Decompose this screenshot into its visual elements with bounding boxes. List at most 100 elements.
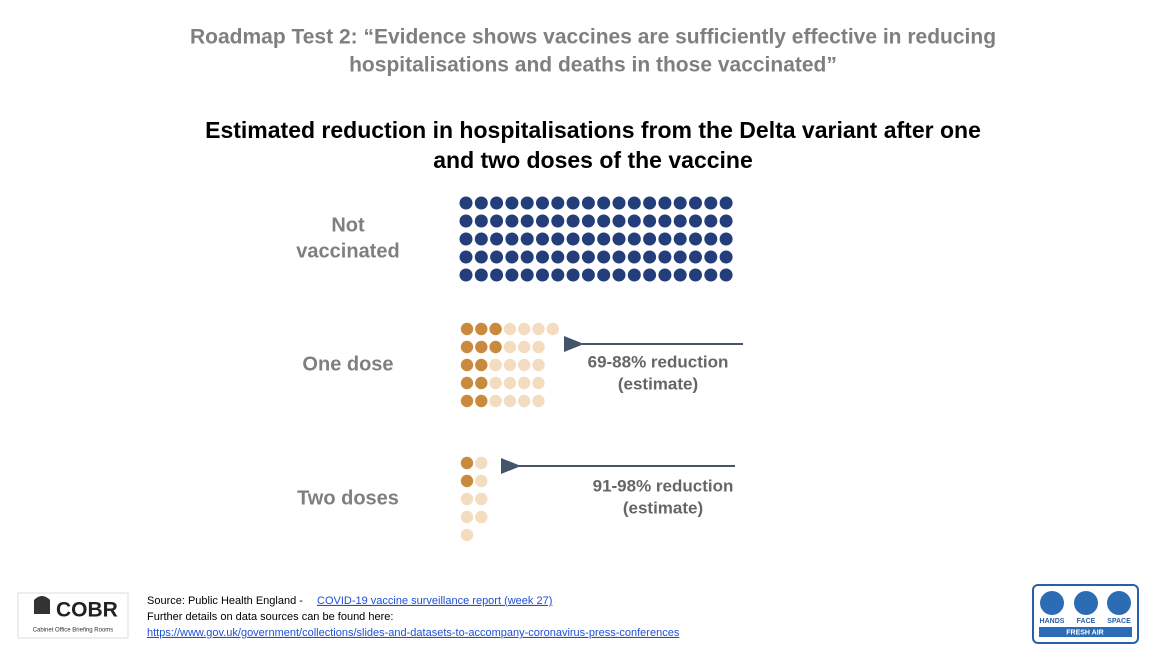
dot-filled <box>627 268 641 282</box>
annotation: 91-98% reduction <box>593 476 734 495</box>
dot-filled <box>597 268 611 282</box>
dot-empty <box>460 510 474 524</box>
dot-filled <box>460 376 474 390</box>
dot-filled <box>627 232 641 246</box>
dot-empty <box>460 492 474 506</box>
dot-filled <box>460 322 474 336</box>
dot-filled <box>551 232 565 246</box>
dot-filled <box>612 214 626 228</box>
dot-filled <box>474 196 488 210</box>
dot-filled <box>643 250 657 264</box>
dot-filled <box>612 268 626 282</box>
dot-filled <box>643 214 657 228</box>
dot-empty <box>475 492 488 506</box>
dot-empty <box>503 394 517 408</box>
title: hospitalisations and deaths in those vac… <box>349 54 837 77</box>
dot-filled <box>566 214 580 228</box>
space-icon <box>1107 591 1131 615</box>
subtitle: Estimated reduction in hospitalisations … <box>205 117 981 143</box>
dot-filled <box>505 232 519 246</box>
dot-empty <box>518 340 531 354</box>
dot-filled <box>612 196 626 210</box>
dot-filled <box>581 196 595 210</box>
dot-filled <box>459 214 473 228</box>
dot-filled <box>536 232 549 246</box>
dot-filled <box>689 232 702 246</box>
dot-filled <box>612 232 626 246</box>
hands-label: HANDS <box>1040 618 1065 625</box>
dot-filled <box>536 250 549 264</box>
dot-empty <box>475 456 488 470</box>
dot-filled <box>459 268 473 282</box>
dot-filled <box>460 474 474 488</box>
dot-filled <box>490 196 504 210</box>
space-label: SPACE <box>1107 618 1131 625</box>
dot-empty <box>503 340 517 354</box>
dot-filled <box>475 322 488 336</box>
dot-filled <box>704 268 718 282</box>
group-label: Not <box>331 214 365 236</box>
dot-filled <box>460 394 474 408</box>
dot-filled <box>460 340 474 354</box>
dot-filled <box>581 214 595 228</box>
dot-filled <box>551 268 565 282</box>
dot-filled <box>474 232 488 246</box>
dot-filled <box>474 214 488 228</box>
dot-filled <box>704 232 718 246</box>
dot-filled <box>597 196 611 210</box>
dot-empty <box>546 322 559 336</box>
dot-filled <box>460 358 474 372</box>
dot-filled <box>459 250 473 264</box>
dot-filled <box>673 214 687 228</box>
dot-empty <box>475 474 488 488</box>
dot-filled <box>490 214 504 228</box>
dot-filled <box>627 250 641 264</box>
dot-filled <box>475 394 488 408</box>
dot-filled <box>490 232 504 246</box>
crest <box>34 596 50 614</box>
dot-filled <box>643 196 657 210</box>
dot-empty <box>532 358 545 372</box>
dot-filled <box>704 214 718 228</box>
dot-filled <box>566 268 580 282</box>
fresh-air-label: FRESH AIR <box>1066 629 1103 636</box>
dot-filled <box>612 250 626 264</box>
dot-filled <box>719 196 733 210</box>
dot-filled <box>689 250 702 264</box>
dot-filled <box>490 268 504 282</box>
dot-filled <box>520 214 534 228</box>
dot-empty <box>518 394 531 408</box>
dot-filled <box>719 214 733 228</box>
dot-empty <box>532 322 545 336</box>
title: Roadmap Test 2: “Evidence shows vaccines… <box>190 26 996 49</box>
dot-filled <box>581 232 595 246</box>
dot-empty <box>460 528 474 542</box>
dot-filled <box>505 250 519 264</box>
dot-filled <box>551 250 565 264</box>
details: Further details on data sources can be f… <box>147 611 393 623</box>
source-link[interactable]: COVID-19 vaccine surveillance report (we… <box>317 595 552 607</box>
dot-empty <box>518 322 531 336</box>
url[interactable]: https://www.gov.uk/government/collection… <box>147 627 680 639</box>
dot-filled <box>627 196 641 210</box>
dot-empty <box>503 358 517 372</box>
dot-filled <box>704 250 718 264</box>
dot-empty <box>532 376 545 390</box>
dot-empty <box>532 340 545 354</box>
annotation: (estimate) <box>618 374 698 393</box>
dot-filled <box>505 268 519 282</box>
dot-filled <box>719 250 733 264</box>
dot-filled <box>627 214 641 228</box>
group-label: Two doses <box>297 487 399 509</box>
dot-filled <box>581 250 595 264</box>
dot-filled <box>520 268 534 282</box>
dot-filled <box>689 214 702 228</box>
dot-filled <box>505 214 519 228</box>
dot-filled <box>658 250 672 264</box>
dot-filled <box>597 214 611 228</box>
dot-filled <box>520 232 534 246</box>
dot-filled <box>475 376 488 390</box>
dot-filled <box>719 268 733 282</box>
dot-filled <box>459 232 473 246</box>
